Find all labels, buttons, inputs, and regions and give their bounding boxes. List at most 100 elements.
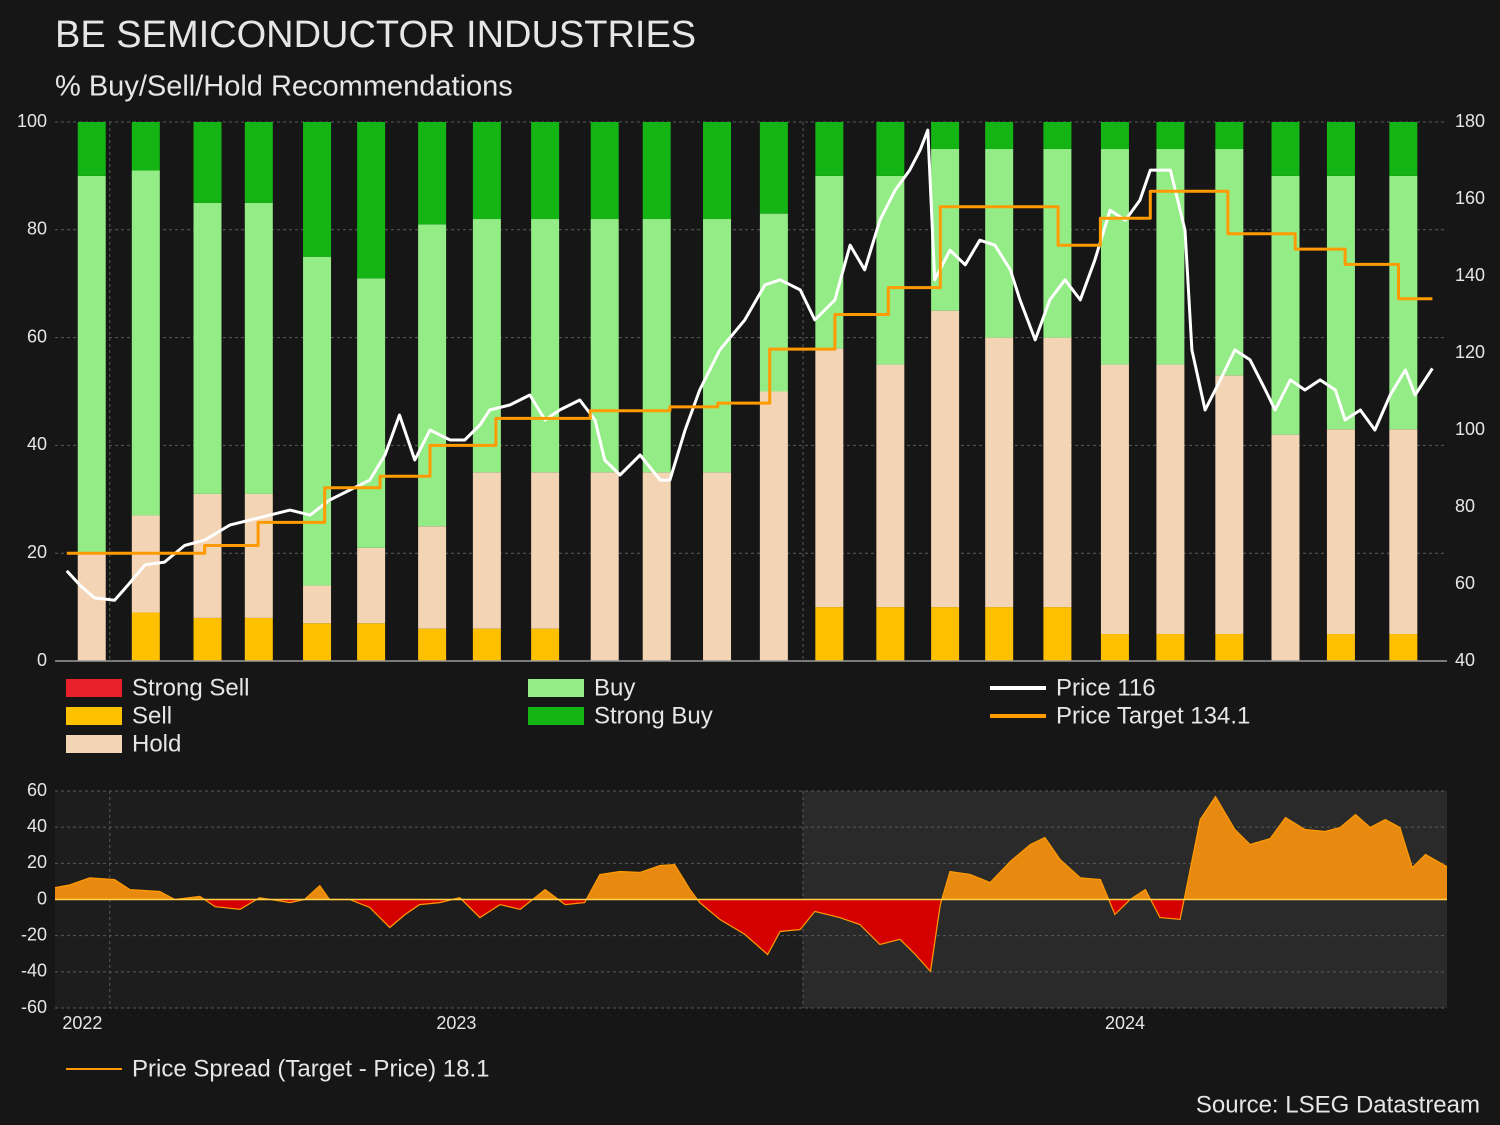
legend-label: Buy <box>594 674 635 701</box>
bar-segment <box>357 278 386 548</box>
bar-segment <box>244 122 273 203</box>
y-tick-label: -40 <box>21 961 47 981</box>
bar-segment <box>703 219 732 473</box>
bar-segment <box>815 122 844 176</box>
bar-segment <box>1215 148 1244 376</box>
legend-swatch <box>66 735 122 753</box>
y2-tick-label: 140 <box>1455 265 1485 285</box>
area <box>55 796 1447 972</box>
y2-tick-label: 60 <box>1455 573 1475 593</box>
x-tick-label: 2022 <box>62 1013 102 1033</box>
line <box>66 189 1433 555</box>
bar-segment <box>357 547 386 624</box>
bar-segment <box>931 310 960 608</box>
bar-segment <box>815 175 844 349</box>
bar-segment <box>1100 364 1129 635</box>
bar-segment <box>303 585 332 624</box>
bar-segment <box>1215 375 1244 635</box>
y-tick-label: 40 <box>27 816 47 836</box>
bar-segment <box>1271 434 1300 661</box>
bar-segment <box>472 472 501 629</box>
bar-segment <box>876 607 905 661</box>
legend-label: Price 116 <box>1056 674 1156 701</box>
bar-segment <box>303 256 332 586</box>
bar-segment <box>303 122 332 257</box>
bar-segment <box>1326 122 1355 176</box>
bar-segment <box>1043 337 1072 608</box>
bar-segment <box>418 628 447 661</box>
bar-segment <box>472 122 501 220</box>
bar-segment <box>642 472 671 661</box>
bar-segment <box>1326 175 1355 430</box>
bar-segment <box>77 122 106 176</box>
y2-tick-label: 40 <box>1455 650 1475 670</box>
bar-segment <box>1100 634 1129 661</box>
y-tick-label: 100 <box>17 111 47 131</box>
bar-segment <box>531 472 560 629</box>
y-tick-label: 80 <box>27 219 47 239</box>
bar-segment <box>244 202 273 494</box>
y2-tick-label: 80 <box>1455 496 1475 516</box>
bar-segment <box>1100 148 1129 365</box>
y2-tick-label: 120 <box>1455 342 1485 362</box>
bar-segment <box>418 224 447 527</box>
bar-segment <box>1326 634 1355 661</box>
y-tick-label: 0 <box>37 888 47 908</box>
legend-swatch <box>66 707 122 725</box>
y-tick-label: 60 <box>27 326 47 346</box>
bar-segment <box>931 607 960 661</box>
bar-segment <box>815 607 844 661</box>
line <box>54 795 1448 973</box>
bar-segment <box>703 122 732 220</box>
bar-segment <box>985 607 1014 661</box>
legend-label: Strong Sell <box>132 674 249 701</box>
bar-segment <box>815 348 844 608</box>
legend-label: Hold <box>132 730 181 757</box>
bar-segment <box>1043 122 1072 149</box>
legend-label: Price Spread (Target - Price) 18.1 <box>132 1055 489 1082</box>
bar-segment <box>531 122 560 220</box>
bar-segment <box>931 148 960 311</box>
bar-segment <box>193 617 222 661</box>
y-tick-label: -20 <box>21 924 47 944</box>
bar-segment <box>531 219 560 473</box>
bar-segment <box>985 337 1014 608</box>
line <box>65 128 1434 602</box>
bar-segment <box>244 493 273 618</box>
y2-tick-label: 180 <box>1455 111 1485 131</box>
legend-label: Sell <box>132 702 172 729</box>
bar-segment <box>759 391 788 661</box>
bar-segment <box>590 122 619 220</box>
bar-segment <box>193 122 222 203</box>
bar-segment <box>77 553 106 661</box>
bar-segment <box>531 628 560 661</box>
bar-segment <box>590 472 619 661</box>
bar-segment <box>1100 122 1129 149</box>
y-tick-label: -60 <box>21 997 47 1017</box>
bar-segment <box>1215 634 1244 661</box>
bar-segment <box>1389 429 1418 635</box>
bar-segment <box>1156 634 1185 661</box>
legend-swatch <box>528 679 584 697</box>
x-tick-label: 2023 <box>436 1013 476 1033</box>
y-tick-label: 60 <box>27 780 47 800</box>
bar-segment <box>131 122 160 171</box>
bar-segment <box>131 170 160 516</box>
bar-segment <box>1156 148 1185 365</box>
legend-swatch <box>66 679 122 697</box>
bar-segment <box>985 122 1014 149</box>
y2-tick-label: 100 <box>1455 419 1485 439</box>
bar-segment <box>642 219 671 473</box>
bar-segment <box>1156 122 1185 149</box>
bar-segment <box>876 364 905 608</box>
legend-label: Price Target 134.1 <box>1056 702 1250 729</box>
x-tick-label: 2024 <box>1105 1013 1145 1033</box>
y-tick-label: 20 <box>27 852 47 872</box>
bar-segment <box>876 175 905 365</box>
legend-swatch <box>528 707 584 725</box>
y2-tick-label: 160 <box>1455 188 1485 208</box>
bar-segment <box>418 122 447 225</box>
bar-segment <box>193 493 222 618</box>
bar-segment <box>642 122 671 220</box>
bar-segment <box>357 623 386 661</box>
